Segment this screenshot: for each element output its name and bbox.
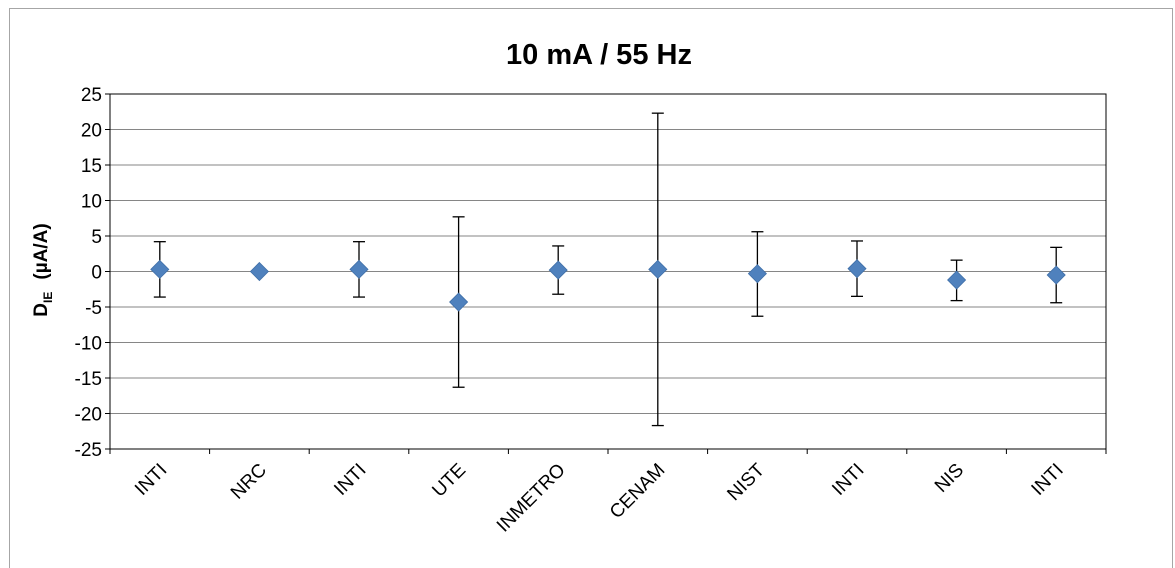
x-axis-ticks: INTI NRC INTI UTE INMETRO CENAM NIST INTI NIS INT… xyxy=(109,449,1107,537)
x-tick-label: INTI xyxy=(131,460,171,500)
x-tick-label: INTI xyxy=(1028,460,1068,500)
y-axis-label-subscript: IE xyxy=(41,292,55,303)
gridlines xyxy=(110,129,1106,414)
y-tick-label: -20 xyxy=(75,405,102,426)
y-tick-label: 5 xyxy=(91,227,102,248)
chart-title: 10 mA / 55 Hz xyxy=(506,39,692,71)
data-point-marker xyxy=(150,259,170,279)
data-point-marker xyxy=(847,259,867,279)
data-point-marker xyxy=(548,260,568,280)
x-tick-label: NRC xyxy=(227,460,271,504)
y-axis-label: DIE (µA/A) xyxy=(31,223,55,316)
x-tick-label: INTI xyxy=(330,460,370,500)
svg-text:DIE(µA/A): DIE (µA/A) xyxy=(31,223,55,316)
error-bars xyxy=(153,112,1063,427)
data-point-marker xyxy=(947,270,967,290)
y-axis-label-unit: (µA/A) xyxy=(31,223,52,279)
data-point-marker xyxy=(1046,265,1066,285)
y-tick-label: -10 xyxy=(75,334,102,355)
x-tick-label: CENAM xyxy=(606,460,669,523)
data-point-marker xyxy=(349,259,369,279)
y-tick-label: 25 xyxy=(81,85,102,106)
x-tick-label: INTI xyxy=(828,460,868,500)
plot-area-border xyxy=(109,93,1107,450)
y-tick-label: 20 xyxy=(81,121,102,142)
y-tick-label: 15 xyxy=(81,156,102,177)
data-point-marker xyxy=(249,261,269,282)
y-tick-label: -5 xyxy=(85,298,102,319)
data-point-marker xyxy=(449,292,469,312)
data-points xyxy=(150,259,1066,312)
data-point-marker xyxy=(648,259,668,279)
y-axis-ticks: 25 20 15 10 5 0 -5 -10 -15 -20 -25 xyxy=(75,85,110,461)
y-axis-label-main: D xyxy=(31,303,52,317)
x-tick-label: UTE xyxy=(428,460,470,502)
chart-frame xyxy=(9,8,1173,568)
data-point-marker xyxy=(747,264,767,284)
y-tick-label: -25 xyxy=(75,440,102,461)
x-tick-label: INMETRO xyxy=(493,460,570,537)
x-tick-label: NIST xyxy=(723,459,769,505)
y-tick-label: 0 xyxy=(91,263,102,284)
y-tick-label: -15 xyxy=(75,369,102,390)
y-tick-label: 10 xyxy=(81,192,102,213)
x-tick-label: NIS xyxy=(931,460,968,497)
